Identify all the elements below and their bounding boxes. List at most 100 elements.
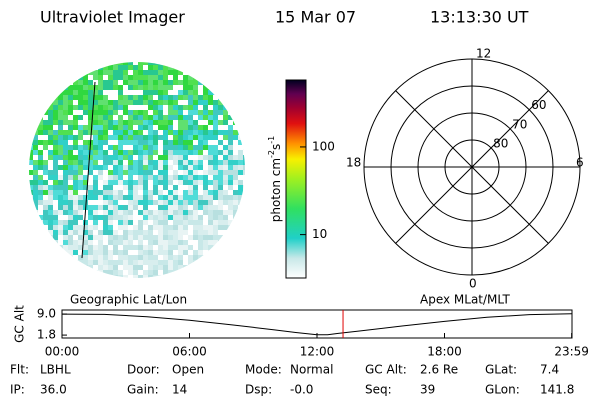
- pixel: [113, 130, 118, 135]
- pixel: [148, 195, 153, 200]
- pixel: [48, 80, 53, 85]
- pixel: [108, 225, 113, 230]
- pixel: [123, 80, 128, 85]
- pixel: [178, 240, 183, 245]
- pixel: [198, 195, 203, 200]
- pixel: [163, 150, 168, 155]
- pixel: [243, 210, 245, 215]
- pixel: [138, 115, 143, 120]
- pixel: [213, 235, 218, 240]
- pixel: [113, 230, 118, 235]
- pixel: [33, 130, 38, 135]
- pixel: [238, 65, 243, 70]
- pixel: [168, 250, 173, 255]
- pixel: [208, 80, 213, 85]
- pixel: [83, 130, 88, 135]
- pixel: [208, 205, 213, 210]
- pixel: [98, 275, 103, 278]
- pixel: [128, 160, 133, 165]
- pixel: [103, 85, 108, 90]
- pixel: [198, 180, 203, 185]
- pixel: [243, 165, 245, 170]
- pixel: [143, 180, 148, 185]
- pixel: [128, 85, 133, 90]
- pixel: [203, 145, 208, 150]
- pixel: [98, 175, 103, 180]
- pixel: [148, 145, 153, 150]
- pixel: [163, 75, 168, 80]
- pixel: [88, 205, 93, 210]
- pixel: [68, 260, 73, 265]
- pixel: [198, 260, 203, 265]
- pixel: [88, 90, 93, 95]
- pixel: [153, 70, 158, 75]
- pixel: [93, 135, 98, 140]
- pixel: [213, 115, 218, 120]
- pixel: [108, 180, 113, 185]
- pixel: [33, 225, 38, 230]
- pixel: [198, 235, 203, 240]
- pixel: [218, 75, 223, 80]
- pixel: [43, 205, 48, 210]
- pixel: [153, 180, 158, 185]
- pixel: [153, 240, 158, 245]
- pixel: [53, 185, 58, 190]
- pixel: [63, 135, 68, 140]
- pixel: [63, 255, 68, 260]
- pixel: [63, 160, 68, 165]
- pixel: [98, 62, 103, 65]
- pixel: [58, 150, 63, 155]
- pixel: [78, 215, 83, 220]
- pixel: [118, 90, 123, 95]
- pixel: [188, 215, 193, 220]
- pixel: [188, 100, 193, 105]
- pixel: [193, 225, 198, 230]
- pixel: [228, 115, 233, 120]
- pixel: [53, 120, 58, 125]
- pixel: [98, 100, 103, 105]
- mlt-label: 12: [476, 47, 491, 61]
- pixel: [38, 130, 43, 135]
- pixel: [148, 130, 153, 135]
- pixel: [58, 275, 63, 278]
- pixel: [133, 245, 138, 250]
- pixel: [78, 105, 83, 110]
- pixel: [213, 125, 218, 130]
- pixel: [103, 165, 108, 170]
- pixel: [83, 140, 88, 145]
- pixel: [238, 250, 243, 255]
- pixel: [153, 65, 158, 70]
- pixel: [193, 180, 198, 185]
- pixel: [113, 165, 118, 170]
- pixel: [103, 62, 108, 65]
- pixel: [43, 200, 48, 205]
- pixel: [138, 120, 143, 125]
- info-label: Flt:: [10, 363, 29, 377]
- pixel: [223, 75, 228, 80]
- pixel: [38, 150, 43, 155]
- pixel: [93, 70, 98, 75]
- pixel: [83, 245, 88, 250]
- pixel: [108, 215, 113, 220]
- pixel: [113, 260, 118, 265]
- pixel: [193, 95, 198, 100]
- pixel: [48, 185, 53, 190]
- pixel: [198, 225, 203, 230]
- pixel: [93, 215, 98, 220]
- pixel: [178, 140, 183, 145]
- pixel: [78, 210, 83, 215]
- pixel: [83, 100, 88, 105]
- pixel: [73, 140, 78, 145]
- pixel: [163, 170, 168, 175]
- pixel: [58, 130, 63, 135]
- pixel: [88, 185, 93, 190]
- pixel: [88, 230, 93, 235]
- pixel: [103, 250, 108, 255]
- pixel: [123, 155, 128, 160]
- pixel: [58, 70, 63, 75]
- pixel: [123, 170, 128, 175]
- pixel: [218, 165, 223, 170]
- pixel: [73, 165, 78, 170]
- pixel: [223, 250, 228, 255]
